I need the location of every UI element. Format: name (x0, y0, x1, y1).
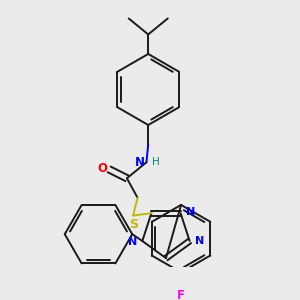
Text: O: O (97, 162, 107, 175)
Text: N: N (196, 236, 205, 246)
Text: F: F (177, 289, 185, 300)
Text: N: N (135, 156, 145, 169)
Text: N: N (128, 237, 137, 247)
Text: S: S (129, 218, 138, 231)
Text: H: H (152, 157, 160, 167)
Text: N: N (187, 207, 196, 217)
